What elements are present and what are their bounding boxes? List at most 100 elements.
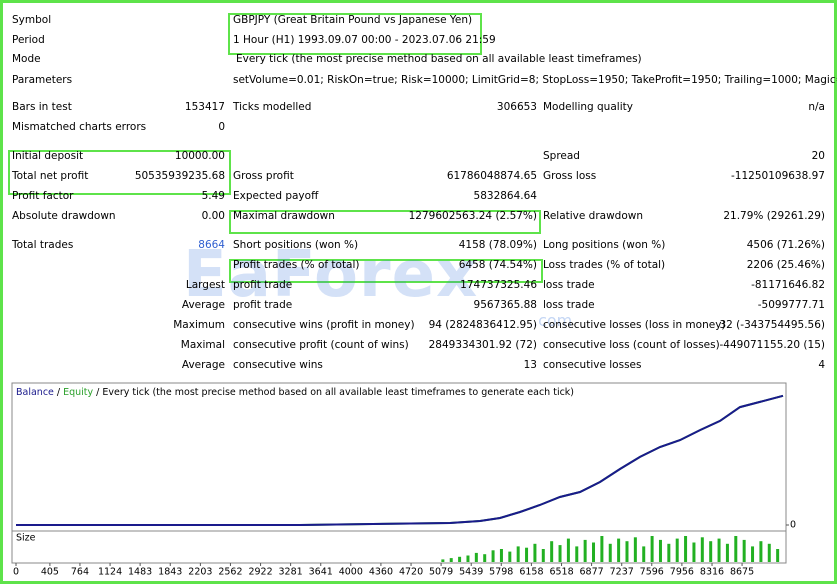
report-cell: Largest — [185, 279, 225, 291]
size-bar — [717, 538, 721, 562]
size-frame — [11, 530, 787, 564]
report-cell: 5.49 — [201, 190, 225, 202]
report-cell: 4 — [818, 359, 825, 371]
x-tick-label: 7596 — [640, 567, 664, 578]
y-tick-label: 0 — [790, 520, 796, 531]
report-cell: Gross loss — [543, 170, 597, 182]
report-cell: Initial deposit — [12, 150, 84, 162]
x-tick-label: 7237 — [610, 567, 634, 578]
size-bar — [566, 538, 570, 562]
size-bar — [667, 543, 671, 562]
size-bar — [725, 543, 729, 562]
size-bar — [642, 546, 646, 562]
legend-item: / — [96, 387, 100, 398]
x-tick-label: 2203 — [188, 567, 212, 578]
size-bar — [600, 536, 604, 562]
report-cell: profit trade — [233, 279, 293, 291]
x-tick-label: 2922 — [248, 567, 272, 578]
report-cell: -81171646.82 — [751, 279, 825, 291]
report-cell: 1 Hour (H1) 1993.09.07 00:00 - 2023.07.0… — [233, 34, 496, 46]
legend-item: Every tick (the most precise method base… — [102, 387, 574, 398]
size-bar — [592, 542, 596, 562]
x-tick-label: 1483 — [128, 567, 152, 578]
watermark-domain: .com — [533, 311, 573, 330]
report-cell: consecutive wins (profit in money) — [233, 319, 415, 331]
legend-item: Equity — [63, 387, 93, 398]
x-tick-label: 4720 — [399, 567, 423, 578]
highlight — [228, 13, 482, 55]
plot-frame — [11, 382, 787, 532]
x-tick-label: 405 — [41, 567, 59, 578]
size-bar — [734, 536, 738, 562]
report-cell: 0.00 — [201, 210, 225, 222]
report-cell: Spread — [543, 150, 580, 162]
report-cell: Mode — [12, 53, 41, 65]
size-bar — [541, 549, 545, 562]
size-bar — [499, 549, 503, 562]
report-cell: -11250109638.97 — [731, 170, 825, 182]
x-tick-label: 5798 — [489, 567, 513, 578]
x-tick-label: 2562 — [218, 567, 242, 578]
size-bar — [650, 536, 654, 562]
size-bar — [508, 551, 512, 562]
highlight — [229, 210, 541, 234]
report-cell: profit trade — [233, 299, 293, 311]
size-bar — [491, 550, 495, 562]
x-tick-label: 6158 — [519, 567, 543, 578]
size-bar — [575, 546, 579, 562]
size-bar — [608, 543, 612, 562]
report-cell: Total trades — [12, 239, 74, 251]
size-bar — [483, 554, 487, 562]
report-cell: 1279602563.24 (2.57%) — [408, 210, 537, 222]
report-cell: Long positions (won %) — [543, 239, 666, 251]
size-bar — [776, 549, 780, 562]
report-cell: loss trade — [543, 279, 595, 291]
highlight — [229, 259, 543, 283]
size-bar — [692, 542, 696, 562]
x-tick-label: 8675 — [730, 567, 754, 578]
size-bar — [658, 539, 662, 562]
report-cell: Expected payoff — [233, 190, 319, 202]
x-tick-label: 7956 — [670, 567, 694, 578]
size-bar — [533, 543, 537, 562]
size-bar — [458, 556, 462, 562]
size-bar — [675, 538, 679, 562]
x-tick-label: 1124 — [98, 567, 122, 578]
size-bar — [516, 546, 520, 562]
watermark: EaForex — [183, 238, 479, 312]
report-cell: 4158 (78.09%) — [458, 239, 537, 251]
report-cell: 32 (-343754495.56) — [719, 319, 825, 331]
report-cell: 13 — [523, 359, 537, 371]
x-tick-label: 4000 — [339, 567, 363, 578]
report-cell: 2206 (25.46%) — [746, 259, 825, 271]
legend-item: / — [57, 387, 61, 398]
report-cell: consecutive wins — [233, 359, 323, 371]
report-cell: Relative drawdown — [543, 210, 644, 222]
x-tick-label: 4360 — [369, 567, 393, 578]
report-cell: 4506 (71.26%) — [746, 239, 825, 251]
report-cell: 21.79% (29261.29) — [723, 210, 825, 222]
report-cell: consecutive losses — [543, 359, 642, 371]
size-bar — [767, 543, 771, 562]
size-bar — [700, 537, 704, 562]
report-cell: Profit trades (% of total) — [233, 259, 360, 271]
report-cell: 9567365.88 — [473, 299, 537, 311]
size-bar — [633, 537, 637, 562]
chart: Balance / Equity / Every tick (the most prec… — [11, 382, 796, 578]
report-cell: 2849334301.92 (72) — [428, 339, 537, 351]
report-cell: 94 (2824836412.95) — [428, 319, 537, 331]
x-tick-label: 5439 — [459, 567, 483, 578]
report-cell: n/a — [808, 101, 825, 113]
report-cell: Ticks modelled — [233, 101, 312, 113]
report-cell: Bars in test — [12, 101, 72, 113]
size-bar — [625, 541, 629, 562]
report-cell: GBPJPY (Great Britain Pound vs Japanese … — [233, 14, 473, 26]
report-cell: 153417 — [184, 101, 225, 113]
report-cell: setVolume=0.01; RiskOn=true; Risk=10000;… — [233, 74, 837, 86]
report-cell: Symbol — [12, 14, 52, 26]
size-bar — [742, 539, 746, 562]
report-cell: Gross profit — [233, 170, 294, 182]
report-cell: Parameters — [12, 74, 73, 86]
report-cell: Profit factor — [12, 190, 74, 202]
